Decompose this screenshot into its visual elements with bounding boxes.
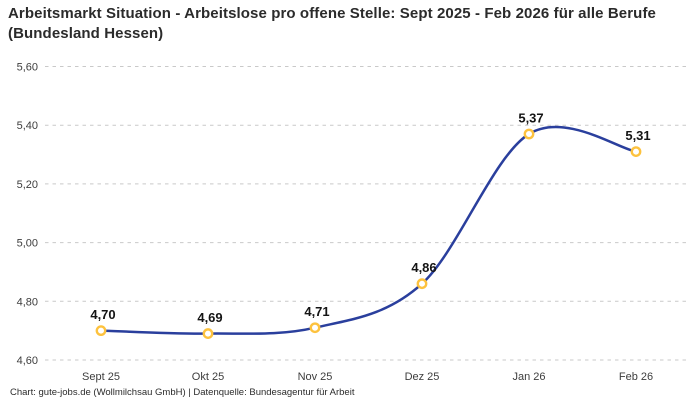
chart-title: Arbeitsmarkt Situation - Arbeitslose pro… [8, 5, 656, 42]
data-point-label: 5,37 [518, 111, 543, 126]
data-point-marker [202, 328, 214, 339]
y-axis-tick-label: 5,40 [17, 120, 38, 132]
data-point-label: 4,69 [197, 310, 222, 325]
chart-attribution: Chart: gute-jobs.de (Wollmilchsau GmbH) … [10, 386, 355, 398]
data-point-label: 4,70 [90, 307, 115, 322]
data-point-marker [523, 128, 535, 140]
x-axis-tick-label: Feb 26 [619, 371, 653, 383]
y-axis-tick-label: 5,60 [17, 62, 38, 74]
y-axis-tick-label: 5,20 [17, 179, 38, 191]
series-line [99, 125, 638, 335]
x-axis-tick-label: Sept 25 [82, 371, 120, 383]
x-axis-tick-label: Jan 26 [512, 371, 545, 383]
y-axis-tick-label: 4,80 [17, 296, 38, 308]
data-point-marker [309, 322, 321, 334]
data-point-label: 4,71 [304, 304, 329, 319]
x-axis-tick-label: Dez 25 [405, 371, 440, 383]
data-point-label: 4,86 [411, 260, 436, 275]
data-point-marker [95, 325, 107, 337]
data-point-label: 5,31 [625, 128, 650, 143]
x-axis-tick-label: Nov 25 [298, 371, 333, 383]
data-point-marker [630, 146, 642, 158]
x-axis-tick-label: Okt 25 [192, 371, 224, 383]
data-point-marker [416, 278, 428, 290]
y-axis-tick-label: 4,60 [17, 355, 38, 367]
y-axis-tick-label: 5,00 [17, 238, 38, 250]
